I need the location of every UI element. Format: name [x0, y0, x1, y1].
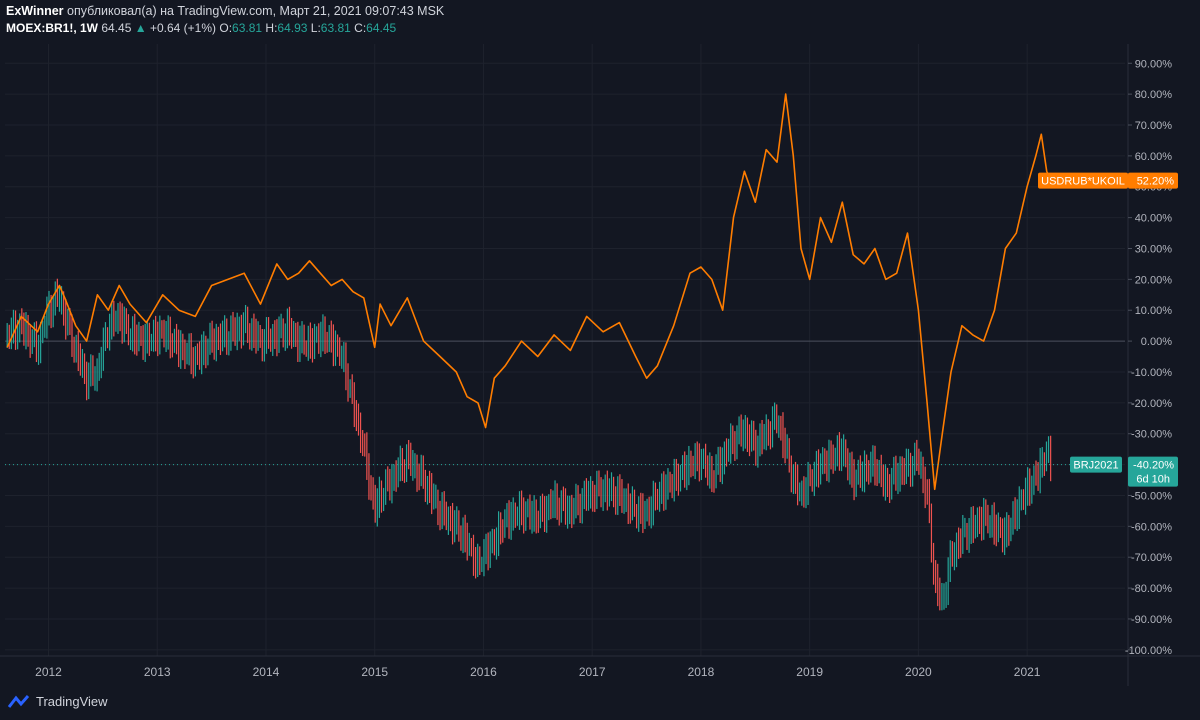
x-tick-label: 2019: [796, 665, 823, 679]
usdrub-ukoil-last-value-tag: [1128, 172, 1178, 189]
x-tick-label: 2016: [470, 665, 497, 679]
ohlc-legend: MOEX:BR1!, 1W 64.45 ▲ +0.64 (+1%) O:63.8…: [6, 21, 396, 35]
x-tick-label: 2018: [688, 665, 715, 679]
x-tick-label: 2014: [253, 665, 280, 679]
open-label: O:: [219, 21, 233, 35]
high-value: 64.93: [277, 21, 308, 35]
publish-line: ExWinner опубликовал(а) на TradingView.c…: [6, 4, 444, 18]
y-tick-label: 80.00%: [1135, 89, 1173, 101]
y-tick-label: -100.00%: [1125, 645, 1172, 657]
price-change: +0.64 (+1%): [149, 21, 217, 35]
close-value: 64.45: [366, 21, 397, 35]
y-tick-label: -80.00%: [1131, 583, 1172, 595]
y-tick-label: 60.00%: [1135, 151, 1173, 163]
y-tick-label: 40.00%: [1135, 213, 1173, 225]
brj-name-text: BRJ2021: [1073, 460, 1118, 472]
y-tick-label: -70.00%: [1131, 552, 1172, 564]
symbol-label[interactable]: MOEX:BR1!, 1W: [6, 21, 99, 35]
brj-last-value: -40.20%: [1133, 460, 1174, 472]
x-tick-label: 2017: [579, 665, 606, 679]
close-label: C:: [354, 21, 367, 35]
y-tick-label: 10.00%: [1135, 305, 1173, 317]
usdrub-ukoil-name-tag: [1038, 172, 1128, 189]
tradingview-logo[interactable]: TradingView: [8, 694, 108, 709]
y-tick-label: 0.00%: [1141, 336, 1172, 348]
y-tick-label: -50.00%: [1131, 490, 1172, 502]
y-tick-label: -60.00%: [1131, 521, 1172, 533]
usdrub-ukoil-line: [6, 93, 1052, 491]
brj-last-value-tag: [1128, 456, 1178, 487]
brand-name: TradingView: [36, 694, 108, 709]
usdrub-ukoil-name-text: USDRUB*UKOIL: [1041, 176, 1125, 188]
y-tick-label: 90.00%: [1135, 58, 1173, 70]
low-label: L:: [310, 21, 321, 35]
brj-name-tag: [1070, 456, 1122, 473]
y-tick-label: 20.00%: [1135, 274, 1173, 286]
high-label: H:: [265, 21, 278, 35]
y-tick-label: 30.00%: [1135, 243, 1173, 255]
y-tick-label: 70.00%: [1135, 120, 1173, 132]
publish-info: опубликовал(а) на TradingView.com, Март …: [67, 4, 445, 18]
y-tick-label: -10.00%: [1131, 367, 1172, 379]
chart-header: ExWinner опубликовал(а) на TradingView.c…: [0, 0, 1200, 44]
price-chart[interactable]: 90.00%80.00%70.00%60.00%50.00%40.00%30.0…: [0, 44, 1200, 686]
plot-background: [0, 44, 1200, 686]
up-arrow-icon: ▲: [134, 21, 147, 35]
open-value: 63.81: [232, 21, 263, 35]
brj-countdown: 6d 10h: [1136, 474, 1170, 486]
y-tick-label: -20.00%: [1131, 398, 1172, 410]
tradingview-logo-icon: [8, 694, 30, 708]
x-tick-label: 2012: [35, 665, 62, 679]
last-price: 64.45: [101, 21, 132, 35]
low-value: 63.81: [320, 21, 351, 35]
x-tick-label: 2015: [361, 665, 388, 679]
usdrub-ukoil-last-value: 52.20%: [1137, 176, 1175, 188]
x-tick-label: 2013: [144, 665, 171, 679]
x-tick-label: 2020: [905, 665, 932, 679]
footer: TradingView: [0, 686, 1200, 720]
author-name[interactable]: ExWinner: [6, 4, 64, 18]
y-tick-label: -30.00%: [1131, 429, 1172, 441]
x-tick-label: 2021: [1014, 665, 1041, 679]
y-tick-label: -90.00%: [1131, 614, 1172, 626]
